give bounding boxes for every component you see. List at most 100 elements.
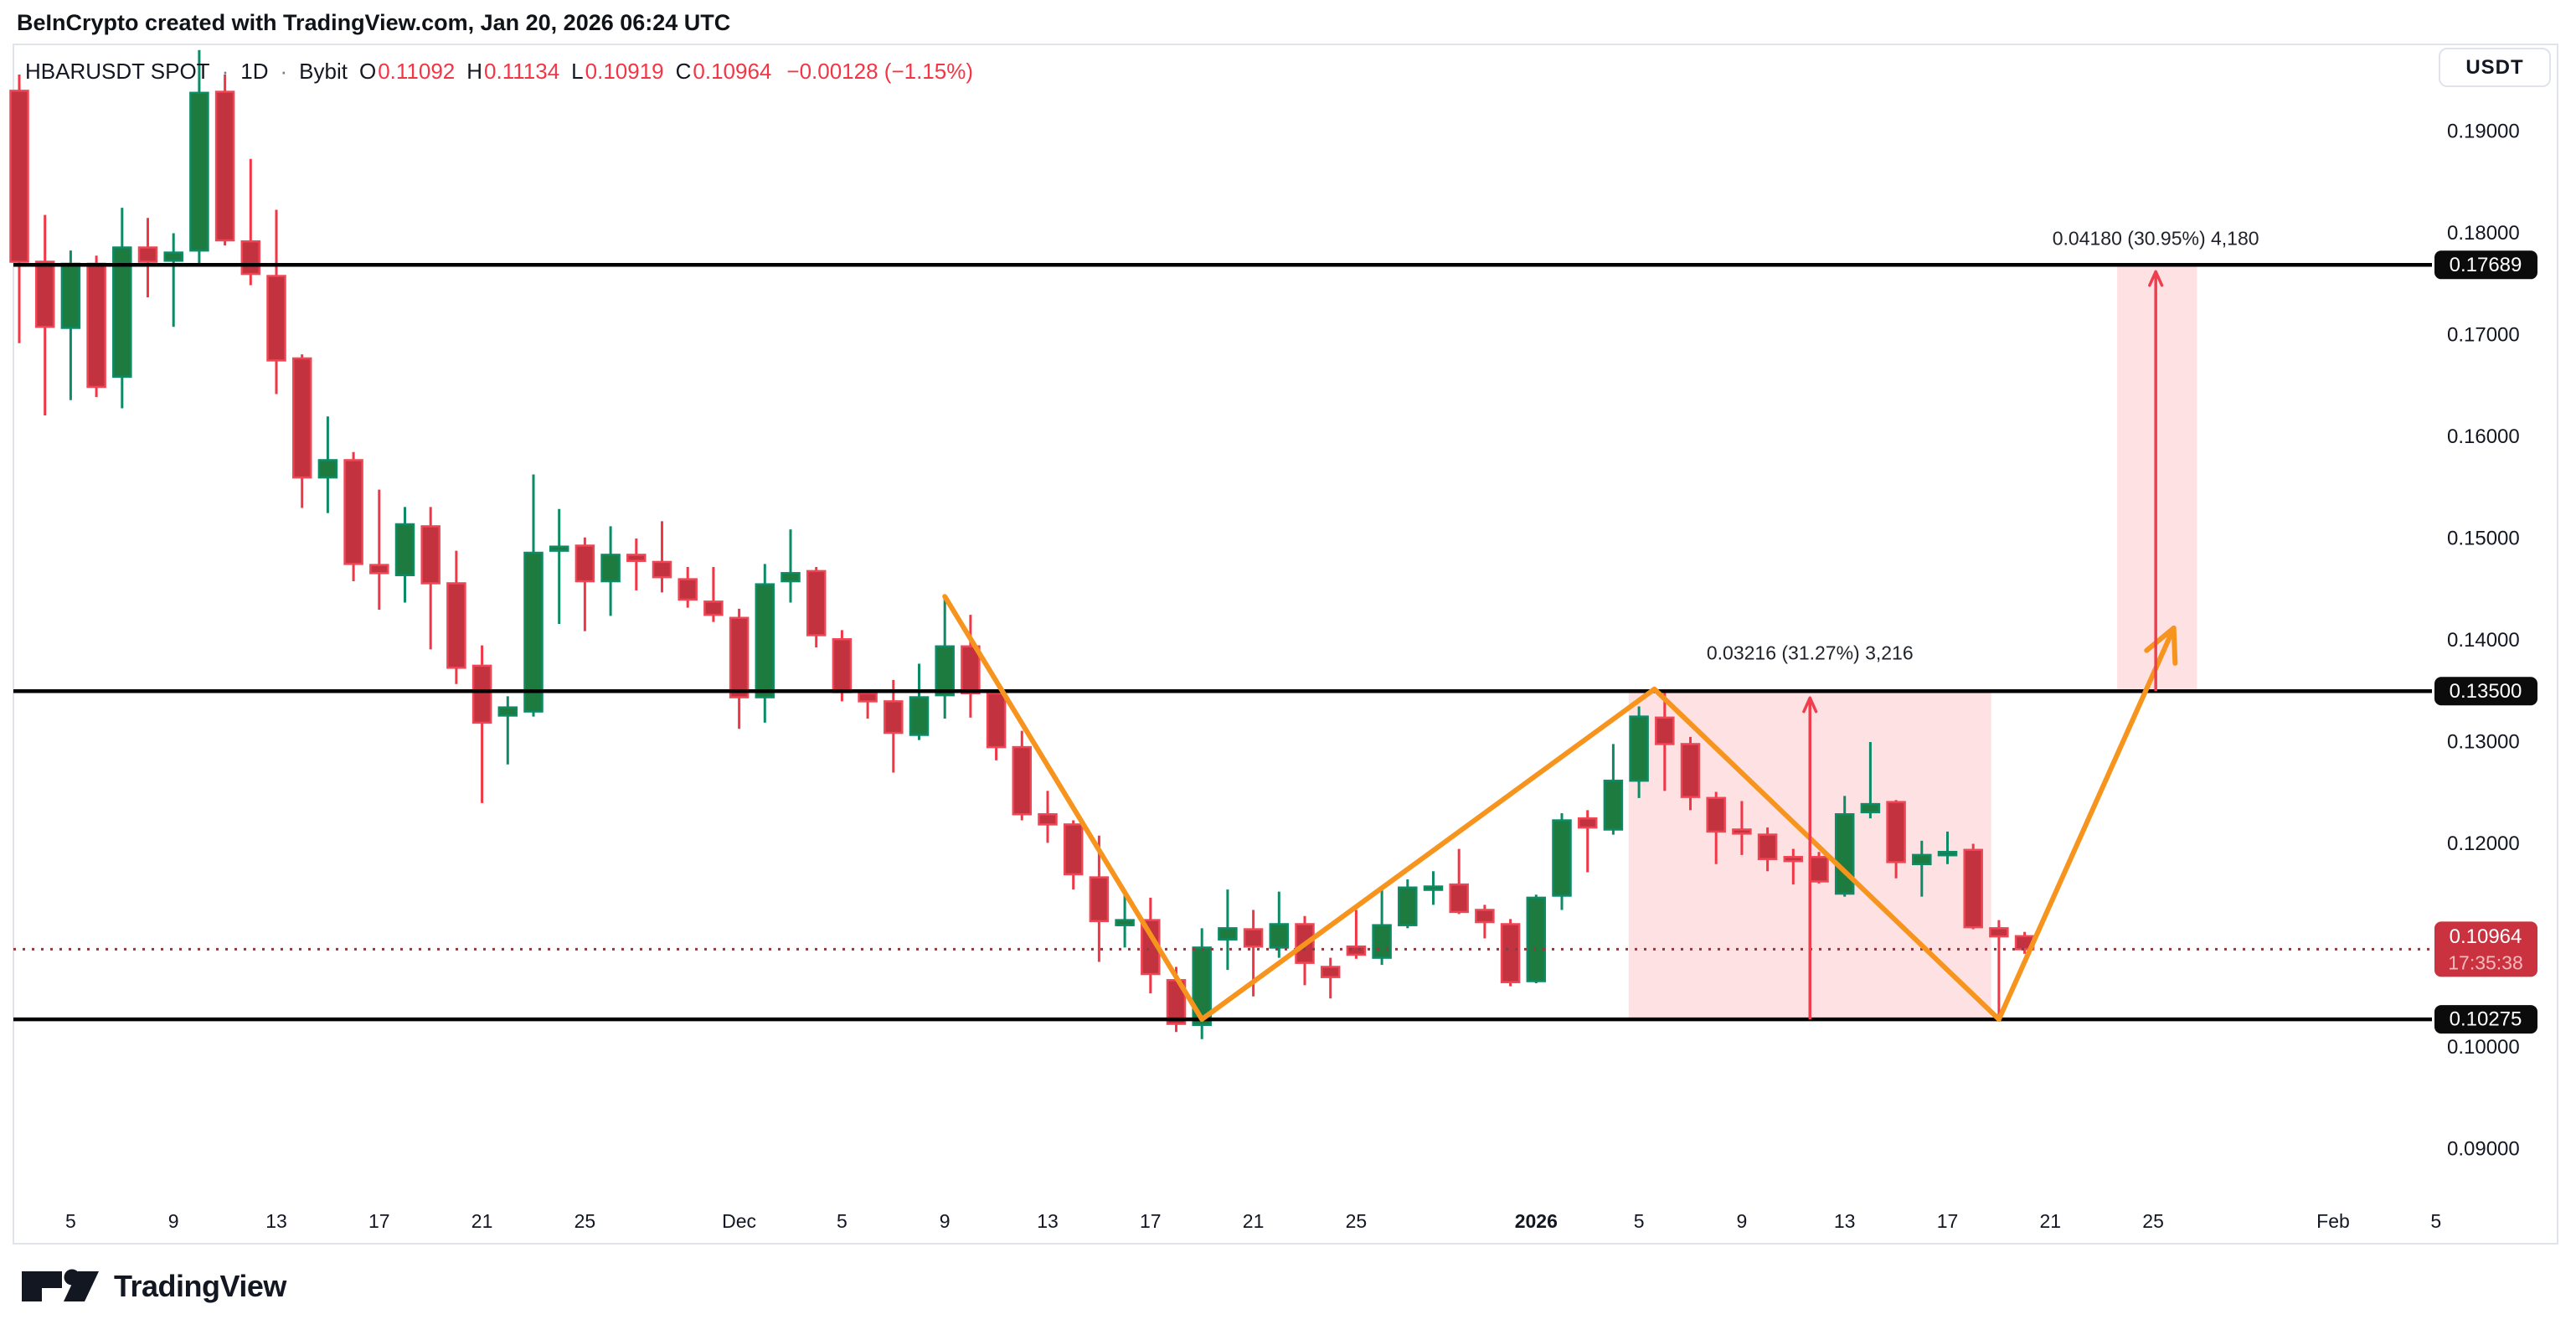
- legend-low: L 0.10919: [571, 59, 664, 84]
- legend-open: O 0.11092: [358, 59, 456, 84]
- legend-interval: 1D: [240, 59, 269, 84]
- symbol-legend[interactable]: HBARUSDT SPOT · 1D · Bybit O 0.11092 H 0.1…: [25, 59, 973, 85]
- time-tick: 17: [368, 1210, 390, 1232]
- candle-Dec-12: [1012, 745, 1033, 816]
- candle-Nov-14: [291, 357, 312, 479]
- time-tick: 9: [168, 1210, 179, 1232]
- candle-Dec-30: [1475, 909, 1495, 924]
- price-tick: 0.14000: [2447, 629, 2520, 652]
- price-tick: 0.09000: [2447, 1138, 2520, 1161]
- time-tick-year: 2026: [1515, 1210, 1558, 1232]
- price-scale[interactable]: 0.19000 0.18000 0.17000 0.16000 0.15000 0.140…: [2434, 121, 2537, 1161]
- candle-Dec-27: [1398, 886, 1418, 926]
- measurement-label: 0.03216 (31.27%) 3,216: [1707, 642, 1914, 663]
- candle-Nov-20: [446, 582, 466, 669]
- candle-Jan-6: [1655, 716, 1675, 745]
- horizontal-lines[interactable]: [13, 263, 2432, 1022]
- time-tick: 17: [1937, 1210, 1959, 1232]
- candle-Nov-8: [137, 246, 158, 263]
- price-tick: 0.12000: [2447, 832, 2520, 855]
- measurement-label: 0.04180 (30.95%) 4,180: [2053, 227, 2259, 249]
- legend-change: −0.00128 (−1.15%): [786, 59, 974, 84]
- time-tick: 9: [940, 1210, 951, 1232]
- candle-Dec-13: [1038, 813, 1058, 826]
- candle-Nov-15: [317, 459, 338, 479]
- candle-Nov-6: [86, 262, 106, 389]
- candle-Dec-26: [1372, 924, 1392, 959]
- candle-Dec-24: [1320, 966, 1341, 978]
- price-tick: 0.18000: [2447, 222, 2520, 245]
- candle-Dec-5: [832, 638, 853, 693]
- candle-Dec-14: [1063, 823, 1084, 876]
- time-tick: 25: [2142, 1210, 2164, 1232]
- legend-symbol: HBARUSDT SPOT: [25, 59, 210, 84]
- price-badge-0.13500: [2434, 677, 2537, 706]
- legend-exchange: Bybit: [299, 59, 348, 84]
- candle-Nov-11: [214, 90, 235, 242]
- tradingview-logo[interactable]: TradingView: [20, 1266, 286, 1306]
- candle-Nov-18: [394, 523, 415, 576]
- candle-Nov-16: [343, 459, 363, 565]
- candle-Nov-21: [471, 664, 492, 724]
- time-tick: Feb: [2316, 1210, 2350, 1232]
- time-scale[interactable]: 5 9 13 17 21 25 Dec 5 9 13 17 21 25 2026 5 9 13 17 21 25 Feb…: [65, 1210, 2441, 1232]
- candle-Nov-24: [549, 545, 569, 552]
- candle-Jan-18: [1963, 848, 1983, 929]
- tradingview-logo-text: TradingView: [114, 1269, 286, 1303]
- price-badge-0.10275: [2434, 1005, 2537, 1034]
- candle-Nov-17: [369, 564, 389, 575]
- candle-Nov-10: [189, 91, 209, 252]
- bar-countdown-text: 17:35:38: [2448, 951, 2523, 973]
- candle-Jan-5: [1629, 715, 1649, 782]
- candle-Dec-7: [884, 700, 904, 734]
- candle-Jan-11: [1783, 856, 1804, 863]
- candle-Jan-19: [1989, 927, 2009, 938]
- candle-Dec-10: [961, 645, 981, 694]
- time-tick: 21: [471, 1210, 493, 1232]
- price-tick: 0.13000: [2447, 731, 2520, 754]
- time-tick: 17: [1140, 1210, 1162, 1232]
- candle-Jan-16: [1912, 853, 1932, 866]
- price-tick: 0.15000: [2447, 528, 2520, 550]
- candle-Nov-28: [652, 560, 672, 579]
- candle-Jan-15: [1886, 801, 1906, 863]
- candle-Nov-19: [420, 525, 440, 585]
- current-price-badge: [2434, 921, 2537, 977]
- candle-Jan-14: [1860, 802, 1881, 814]
- legend-separator: ·: [280, 59, 288, 84]
- candle-Jan-1: [1526, 896, 1547, 982]
- candle-Nov-30: [703, 600, 724, 616]
- candle-Dec-16: [1115, 919, 1135, 926]
- candle-Jan-8: [1706, 796, 1726, 833]
- candle-Dec-22: [1269, 923, 1290, 949]
- candle-Dec-4: [806, 570, 827, 636]
- time-tick: 21: [2040, 1210, 2062, 1232]
- candle-Jan-9: [1732, 828, 1752, 835]
- time-tick: 5: [837, 1210, 848, 1232]
- candle-Nov-4: [34, 260, 55, 328]
- candle-Jan-7: [1680, 743, 1701, 798]
- candle-Nov-7: [112, 246, 132, 379]
- price-badge-0.17689: [2434, 250, 2537, 280]
- time-tick: 5: [1634, 1210, 1645, 1232]
- time-tick: 25: [574, 1210, 596, 1232]
- candle-Dec-21: [1243, 928, 1264, 948]
- price-badge-text: 0.10275: [2450, 1008, 2522, 1031]
- time-tick: 5: [65, 1210, 76, 1232]
- tradingview-logo-icon: [22, 1269, 99, 1301]
- candle-Jan-17: [1937, 850, 1958, 857]
- candle-Nov-3: [9, 90, 29, 263]
- candle-Dec-11: [986, 692, 1007, 749]
- candle-Jan-12: [1809, 856, 1829, 883]
- currency-toggle-button[interactable]: USDT: [2439, 48, 2551, 87]
- price-badge-text: 0.17689: [2450, 254, 2522, 276]
- time-tick: 5: [2430, 1210, 2441, 1232]
- price-badge-text: 0.13500: [2450, 680, 2522, 703]
- candle-Nov-26: [600, 554, 621, 583]
- candle-Jan-2: [1552, 819, 1572, 897]
- price-tick: 0.10000: [2447, 1036, 2520, 1059]
- candle-Nov-23: [523, 551, 544, 713]
- time-tick: 25: [1346, 1210, 1368, 1232]
